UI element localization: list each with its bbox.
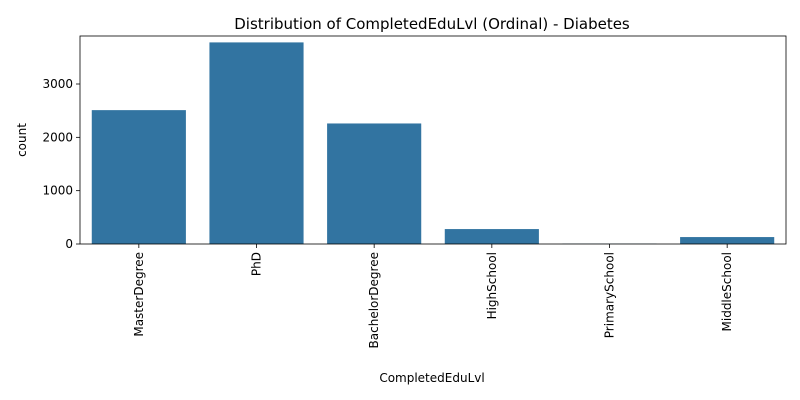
y-tick-label: 2000 xyxy=(42,130,73,144)
bar-MiddleSchool xyxy=(680,237,775,244)
x-axis-label: CompletedEduLvl xyxy=(379,371,484,385)
y-axis-ticks: 0 1000 2000 3000 xyxy=(42,77,80,251)
bar-BachelorDegree xyxy=(327,123,422,244)
y-tick-label: 3000 xyxy=(42,77,73,91)
bar-MasterDegree xyxy=(91,110,186,244)
x-tick-label: HighSchool xyxy=(485,252,499,319)
plot-frame xyxy=(79,35,787,245)
x-tick-label: MiddleSchool xyxy=(720,252,734,331)
x-tick-label: MasterDegree xyxy=(132,252,146,337)
bar-PhD xyxy=(209,42,304,245)
y-tick-label: 0 xyxy=(65,237,73,251)
x-tick-label: PrimarySchool xyxy=(603,252,617,338)
x-tick-label: BachelorDegree xyxy=(367,252,381,348)
x-axis-ticks: MasterDegree PhD BachelorDegree HighSchool P… xyxy=(132,244,734,348)
y-tick-label: 1000 xyxy=(42,184,73,198)
bar-HighSchool xyxy=(444,229,539,244)
bars-group xyxy=(91,42,775,245)
plot-area: 0 1000 2000 3000 MasterDegree PhD BachelorDeg… xyxy=(42,35,787,348)
x-tick-label: PhD xyxy=(250,252,264,276)
y-axis-label: count xyxy=(15,123,29,157)
chart-title: Distribution of CompletedEduLvl (Ordinal… xyxy=(234,15,630,33)
